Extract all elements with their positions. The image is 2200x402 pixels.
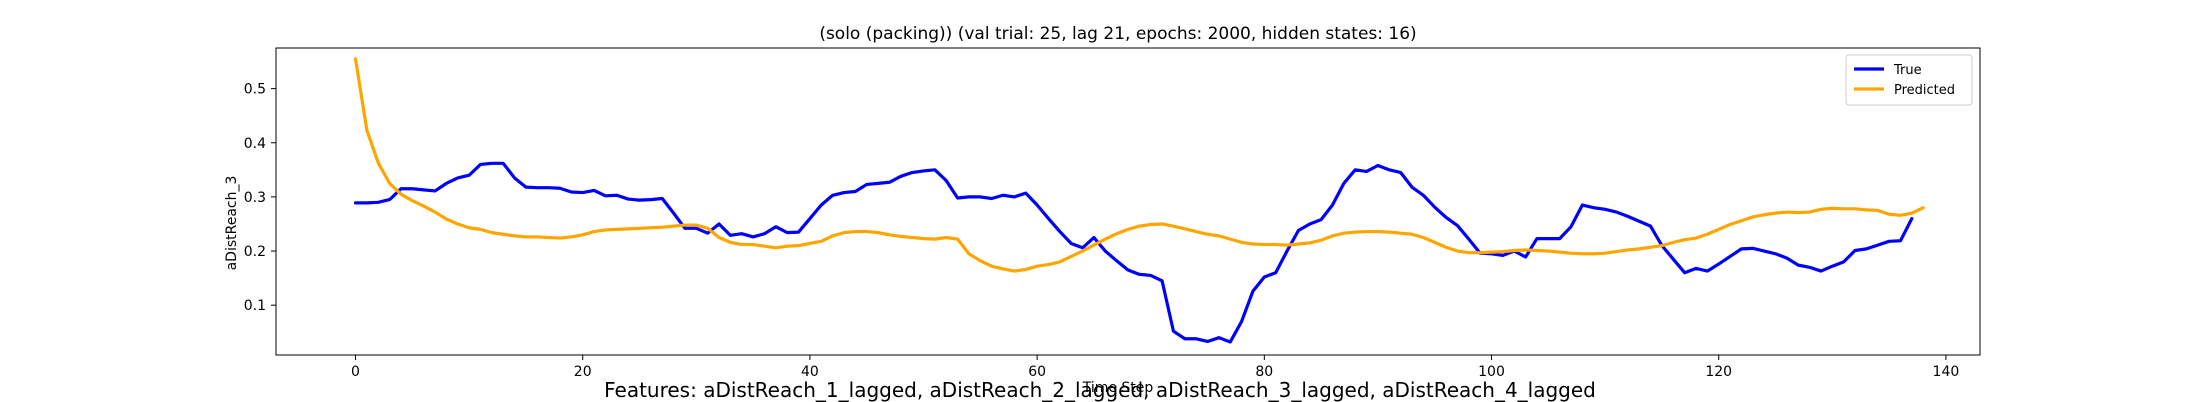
legend-label-predicted: Predicted xyxy=(1894,83,1955,98)
x-tick-label: 140 xyxy=(1933,364,1960,380)
x-tick-label: 80 xyxy=(1255,364,1273,380)
y-tick-label: 0.4 xyxy=(244,136,266,152)
x-tick-label: 100 xyxy=(1478,364,1505,380)
x-tick-label: 0 xyxy=(351,364,360,380)
chart-title: (solo (packing)) (val trial: 25, lag 21,… xyxy=(819,24,1416,44)
y-tick-label: 0.2 xyxy=(244,244,266,260)
y-tick-label: 0.5 xyxy=(244,82,266,98)
y-tick-label: 0.1 xyxy=(244,298,266,314)
series-line-predicted xyxy=(353,57,1925,273)
x-tick-label: 40 xyxy=(801,364,819,380)
plot-area: 0 20 40 60 80 100 120 140 0.1 0.2 0.3 0.4 0.5 xyxy=(244,47,1981,380)
x-axis-label: Time Step xyxy=(1082,380,1154,396)
x-tick-label: 120 xyxy=(1705,364,1732,380)
x-tick-label: 20 xyxy=(574,364,592,380)
y-tick-label: 0.3 xyxy=(244,190,266,206)
y-axis-label: aDistReach_3 xyxy=(224,176,240,271)
legend: True Predicted xyxy=(1845,54,1973,106)
x-tick-label: 60 xyxy=(1028,364,1046,380)
series-line-true xyxy=(353,161,1914,344)
plot-frame xyxy=(275,47,1981,356)
legend-label-true: True xyxy=(1893,63,1922,78)
features-caption: Features: aDistReach_1_lagged, aDistReac… xyxy=(604,378,1596,402)
